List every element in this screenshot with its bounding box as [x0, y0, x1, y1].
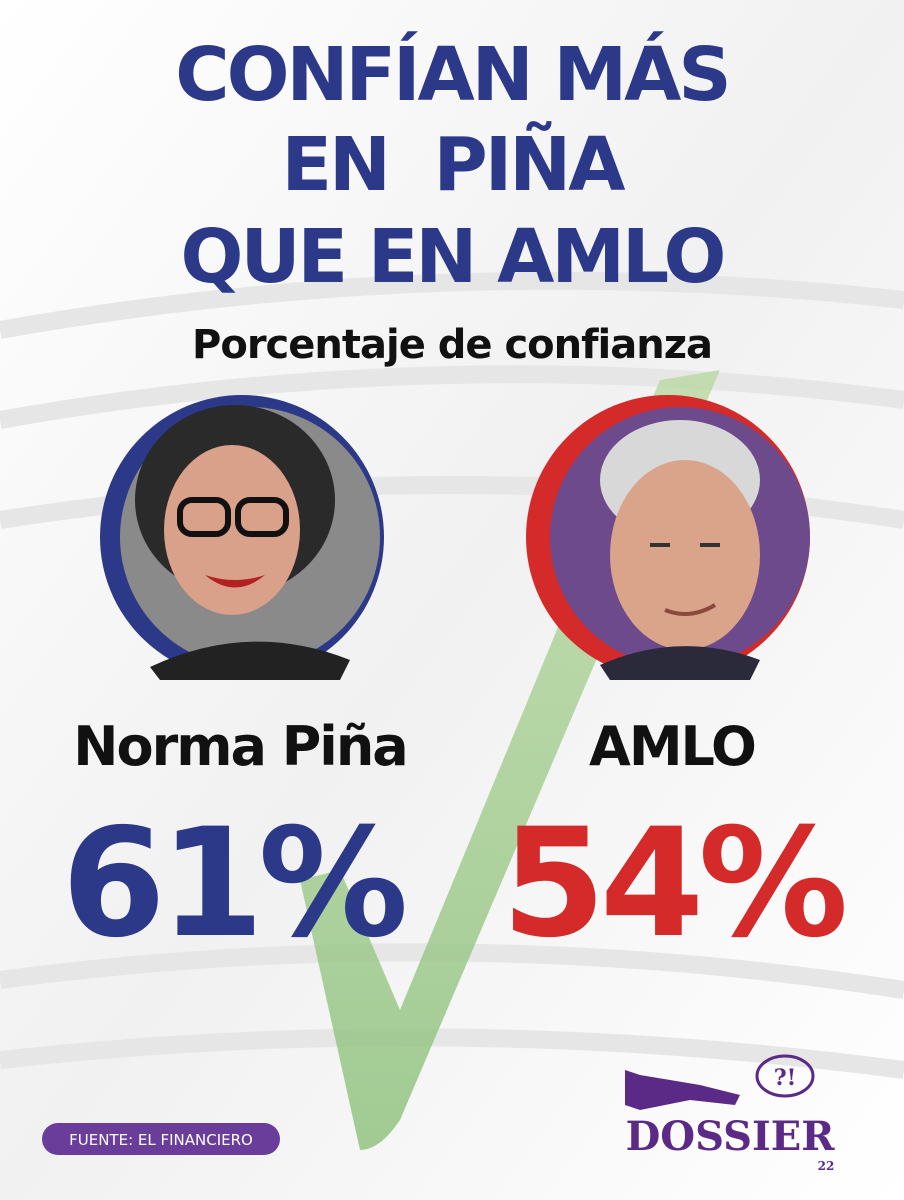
title-line: QUE EN AMLO — [181, 214, 724, 300]
person-name: Norma Piña — [73, 715, 406, 778]
source: FUENTE: EL FINANCIERO — [69, 1131, 253, 1149]
portrait-left — [100, 395, 384, 680]
source-pill — [42, 1123, 280, 1155]
person-name: AMLO — [589, 715, 755, 778]
title-line: EN PIÑA — [282, 120, 626, 208]
background-waves — [0, 271, 904, 1079]
logo-number: 22 — [818, 1159, 835, 1173]
percent: 61% — [61, 797, 404, 971]
logo-mark: ?! — [774, 1065, 797, 1091]
logo-name: DOSSIER — [626, 1113, 836, 1160]
portrait-right — [526, 395, 810, 680]
subtitle: Porcentaje de confianza — [192, 322, 712, 368]
percent: 54% — [501, 797, 844, 971]
logo: ?! DOSSIER 22 — [625, 1054, 836, 1173]
title-line: CONFÍAN MÁS — [175, 30, 728, 118]
